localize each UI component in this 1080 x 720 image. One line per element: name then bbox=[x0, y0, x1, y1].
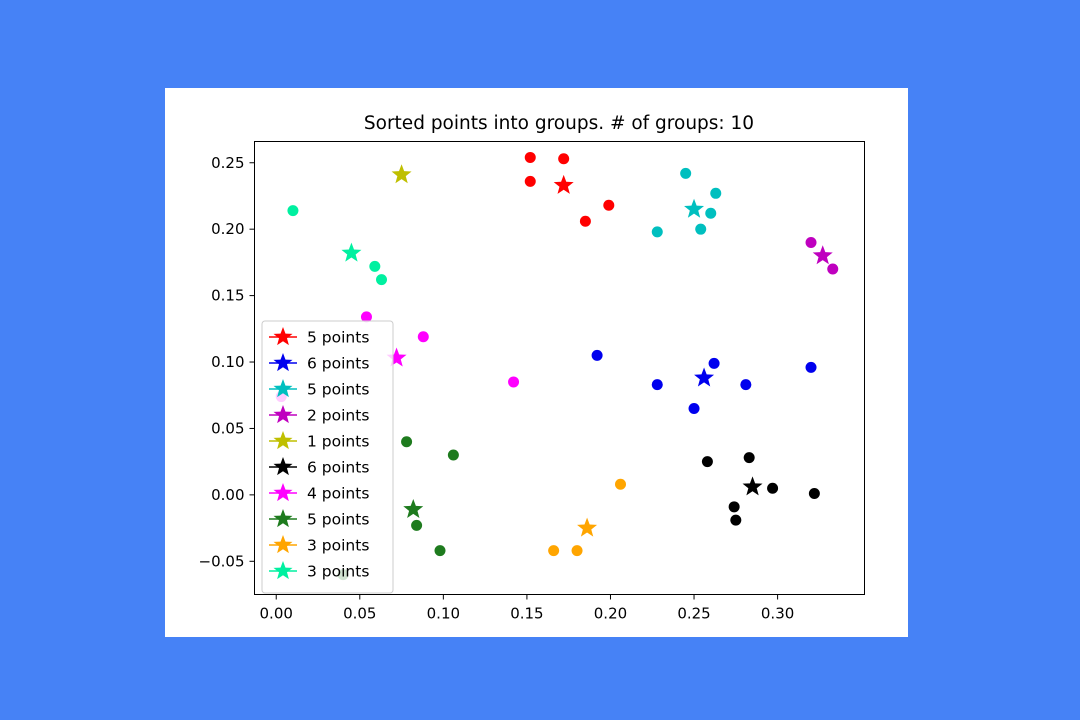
y-axis: −0.05 0.00 0.05 0.10 0.15 0.20 0.25 bbox=[199, 154, 255, 570]
legend-star bbox=[273, 561, 293, 580]
data-point bbox=[701, 456, 713, 468]
y-tick-label: 0.20 bbox=[211, 220, 244, 238]
figure: 0.00 0.05 0.10 0.15 0.20 0.25 0.30 −0.05 0.00 0.… bbox=[165, 88, 908, 637]
legend-star bbox=[273, 509, 293, 528]
legend-label: 6 points bbox=[307, 459, 369, 477]
group-center-star bbox=[742, 476, 763, 496]
data-point bbox=[524, 151, 536, 163]
data-point bbox=[695, 223, 707, 235]
data-point bbox=[615, 478, 626, 490]
data-point bbox=[548, 545, 560, 557]
data-point bbox=[805, 361, 817, 373]
y-tick-label: 0.00 bbox=[211, 486, 244, 504]
data-point bbox=[287, 205, 299, 217]
data-point bbox=[651, 379, 663, 391]
data-point bbox=[767, 482, 779, 494]
legend-label: 2 points bbox=[307, 407, 369, 425]
y-tick-label: 0.05 bbox=[211, 419, 244, 437]
data-point bbox=[360, 311, 372, 323]
data-point bbox=[369, 260, 381, 272]
group-center-star bbox=[553, 174, 574, 194]
group-center-star bbox=[391, 164, 412, 184]
legend-label: 3 points bbox=[307, 563, 369, 581]
legend-label: 4 points bbox=[307, 485, 369, 503]
x-tick-label: 0.20 bbox=[594, 605, 627, 623]
legend-label: 3 points bbox=[307, 537, 369, 555]
group-center-star bbox=[403, 498, 424, 518]
scatter-chart: 0.00 0.05 0.10 0.15 0.20 0.25 0.30 −0.050.000.… bbox=[199, 113, 865, 623]
x-tick-label: 0.25 bbox=[677, 605, 710, 623]
legend-star bbox=[273, 431, 293, 450]
data-point bbox=[728, 501, 740, 513]
legend-star bbox=[273, 457, 293, 476]
x-tick-label: 0.15 bbox=[510, 605, 543, 623]
data-point bbox=[827, 263, 839, 275]
legend-label: 1 points bbox=[307, 433, 369, 451]
data-point bbox=[705, 207, 717, 219]
group-center-star bbox=[684, 198, 705, 218]
data-point bbox=[591, 349, 603, 361]
data-point bbox=[805, 236, 817, 248]
legend-label: 5 points bbox=[307, 329, 369, 347]
y-tick-label: 0.10 bbox=[211, 353, 244, 371]
x-tick-label: 0.05 bbox=[343, 605, 376, 623]
y-tick-label: 0.25 bbox=[211, 154, 244, 172]
legend-star bbox=[273, 379, 293, 398]
data-point bbox=[603, 199, 615, 211]
legend-star bbox=[273, 327, 293, 346]
legend-label: 6 points bbox=[307, 355, 369, 373]
x-tick-label: 0.10 bbox=[427, 605, 460, 623]
chart-title: Sorted points into groups. # of groups: … bbox=[364, 113, 754, 134]
data-point bbox=[376, 274, 388, 286]
legend-star bbox=[273, 405, 293, 424]
data-point bbox=[579, 215, 591, 227]
plot-frame bbox=[254, 141, 865, 595]
legend-star bbox=[273, 535, 293, 554]
group-center-star bbox=[812, 245, 833, 265]
x-axis: 0.00 0.05 0.10 0.15 0.20 0.25 0.30 bbox=[260, 594, 794, 623]
x-tick-label: 0.00 bbox=[260, 605, 293, 623]
legend: 5 points 6 points 5 points 2 points 1 points… bbox=[261, 320, 394, 594]
legend-star bbox=[273, 483, 293, 502]
data-point bbox=[680, 167, 692, 179]
marks-layer bbox=[275, 151, 839, 581]
data-point bbox=[710, 187, 722, 199]
data-point bbox=[401, 436, 413, 448]
legend-star bbox=[273, 353, 293, 372]
data-point bbox=[558, 153, 570, 165]
data-point bbox=[571, 545, 583, 557]
data-point bbox=[524, 175, 536, 187]
group-center-star bbox=[386, 347, 407, 367]
y-tick-label: −0.05 bbox=[199, 552, 245, 570]
data-point bbox=[708, 357, 720, 369]
data-point bbox=[688, 403, 700, 415]
group-center-star bbox=[694, 367, 715, 387]
data-point bbox=[447, 449, 459, 461]
data-point bbox=[740, 379, 752, 391]
data-point bbox=[434, 545, 446, 557]
legend-label: 5 points bbox=[307, 511, 369, 529]
data-point bbox=[508, 376, 520, 388]
data-point bbox=[417, 331, 429, 343]
y-tick-label: 0.15 bbox=[211, 287, 244, 305]
data-point bbox=[651, 226, 663, 238]
data-point bbox=[808, 488, 820, 500]
group-center-star bbox=[341, 242, 362, 262]
legend-label: 5 points bbox=[307, 381, 369, 399]
data-point bbox=[743, 452, 755, 464]
data-point bbox=[411, 519, 423, 531]
x-tick-label: 0.30 bbox=[761, 605, 794, 623]
data-point bbox=[730, 514, 742, 526]
group-center-star bbox=[577, 517, 598, 537]
